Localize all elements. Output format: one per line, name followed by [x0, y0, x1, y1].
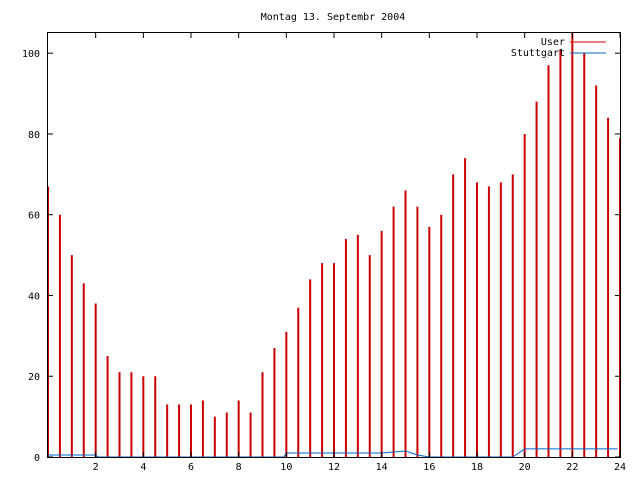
x-tick-label: 12: [328, 462, 340, 473]
legend-label-user: User: [541, 37, 565, 48]
stuttgart-line-segment: [381, 450, 406, 454]
stuttgart-line-segment: [417, 454, 430, 458]
x-tick-label: 8: [236, 462, 242, 473]
stuttgart-line-segment: [512, 448, 525, 458]
legend-label-stuttgart: Stuttgart: [511, 48, 565, 59]
x-tick-label: 22: [566, 462, 578, 473]
x-axis-ticks: 2 4 6 8 10 12 14 16 18 20 22 24: [93, 33, 626, 473]
x-tick-label: 18: [471, 462, 483, 473]
x-tick-label: 2: [93, 462, 99, 473]
x-tick-label: 4: [140, 462, 146, 473]
y-tick-label: 40: [28, 291, 40, 302]
legend: User Stuttgart: [511, 37, 606, 59]
y-tick-label: 0: [34, 453, 40, 464]
chart-title: Montag 13. Septembr 2004: [261, 12, 406, 23]
x-tick-label: 20: [519, 462, 531, 473]
x-tick-label: 14: [376, 462, 388, 473]
stuttgart-line-segment: [405, 450, 418, 456]
y-tick-label: 20: [28, 372, 40, 383]
x-tick-label: 24: [614, 462, 626, 473]
x-tick-label: 10: [280, 462, 292, 473]
line-layer: [48, 448, 618, 458]
y-tick-label: 100: [22, 49, 40, 60]
plot-frame: [47, 32, 621, 458]
y-axis-ticks: 0 20 40 60 80 100: [22, 49, 620, 464]
x-tick-label: 6: [188, 462, 194, 473]
y-tick-label: 80: [28, 130, 40, 141]
bar-layer: [47, 33, 621, 457]
y-tick-label: 60: [28, 211, 40, 222]
x-tick-label: 16: [423, 462, 435, 473]
